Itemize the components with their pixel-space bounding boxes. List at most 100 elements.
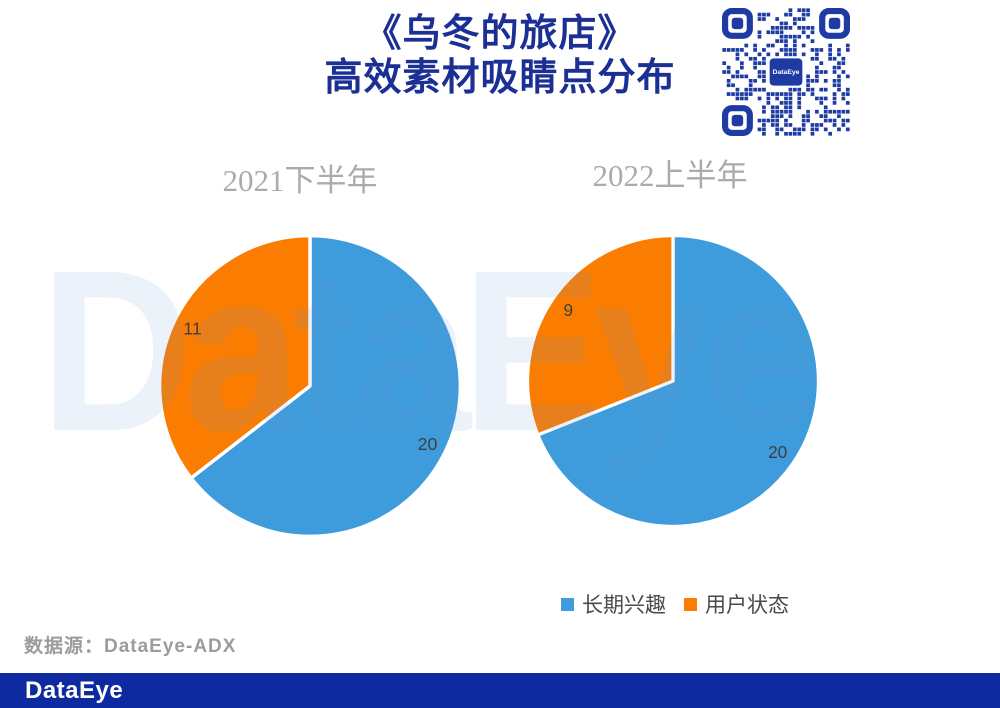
qr-module bbox=[806, 26, 810, 30]
qr-module bbox=[766, 96, 771, 101]
qr-module bbox=[731, 92, 735, 96]
qr-module bbox=[828, 52, 832, 57]
qr-module bbox=[845, 118, 850, 123]
qr-module bbox=[810, 48, 815, 52]
qr-module bbox=[748, 87, 753, 92]
qr-module bbox=[810, 39, 815, 43]
qr-module bbox=[837, 61, 841, 66]
qr-module bbox=[815, 123, 819, 127]
qr-module bbox=[823, 109, 828, 114]
qr-module bbox=[823, 78, 828, 83]
pie-slice-long-term-interest bbox=[189, 233, 463, 538]
qr-module bbox=[841, 92, 846, 96]
qr-module bbox=[788, 131, 793, 136]
pie-slice-user-status bbox=[157, 233, 312, 480]
qr-module bbox=[815, 48, 819, 52]
legend-item: 用户状态 bbox=[684, 589, 789, 619]
chart-legend: 长期兴趣 用户状态 bbox=[520, 589, 830, 619]
qr-module bbox=[788, 92, 793, 96]
qr-module bbox=[797, 8, 802, 13]
qr-module bbox=[726, 92, 731, 96]
qr-finder-inner bbox=[731, 17, 744, 30]
qr-module bbox=[788, 12, 793, 17]
qr-module bbox=[841, 118, 846, 123]
qr-module bbox=[806, 114, 810, 118]
qr-module bbox=[779, 127, 784, 132]
chart-title-2021-h2: 2021下半年 bbox=[222, 163, 378, 198]
pie-slice-long-term-interest bbox=[536, 233, 821, 529]
qr-module bbox=[775, 92, 780, 96]
qr-module bbox=[784, 123, 788, 127]
qr-module bbox=[762, 127, 766, 132]
qr-module bbox=[748, 56, 753, 61]
qr-module bbox=[722, 70, 727, 74]
qr-module bbox=[815, 74, 819, 79]
qr-module bbox=[757, 17, 762, 21]
qr-module bbox=[744, 52, 749, 57]
qr-finder-outer bbox=[722, 105, 753, 136]
qr-module bbox=[815, 78, 819, 83]
qr-module bbox=[810, 30, 815, 35]
qr-module bbox=[770, 123, 775, 127]
qr-module bbox=[797, 26, 802, 30]
qr-module bbox=[819, 48, 824, 52]
qr-module bbox=[735, 74, 740, 79]
qr-module bbox=[784, 109, 788, 114]
qr-finder-inner bbox=[828, 17, 841, 30]
qr-module bbox=[837, 48, 841, 52]
qr-module bbox=[792, 17, 797, 21]
qr-finder-inner bbox=[731, 114, 744, 127]
qr-module bbox=[841, 56, 846, 61]
qr-module bbox=[792, 34, 797, 39]
qr-module bbox=[770, 118, 775, 123]
pie-slice-label: 20 bbox=[418, 434, 438, 454]
qr-module bbox=[819, 87, 824, 92]
qr-module bbox=[784, 21, 788, 26]
qr-module bbox=[801, 30, 806, 35]
legend-label: 长期兴趣 bbox=[582, 593, 666, 617]
qr-module bbox=[832, 96, 837, 101]
qr-module bbox=[753, 48, 757, 52]
qr-module bbox=[797, 131, 802, 136]
qr-module bbox=[788, 48, 793, 52]
qr-module bbox=[801, 8, 806, 13]
qr-module bbox=[744, 96, 749, 101]
qr-module bbox=[845, 92, 850, 96]
qr-module bbox=[753, 65, 757, 70]
qr-module bbox=[740, 65, 744, 70]
qr-module bbox=[801, 26, 806, 30]
qr-module bbox=[775, 30, 780, 35]
qr-module bbox=[762, 123, 766, 127]
qr-module bbox=[740, 92, 744, 96]
qr-module bbox=[832, 56, 837, 61]
qr-module bbox=[766, 92, 771, 96]
qr-module bbox=[815, 65, 819, 70]
qr-module bbox=[735, 56, 740, 61]
qr-module bbox=[845, 43, 850, 48]
qr-module bbox=[722, 48, 727, 52]
qr-module bbox=[744, 87, 749, 92]
qr-module bbox=[810, 78, 815, 83]
qr-module bbox=[832, 109, 837, 114]
qr-module bbox=[740, 96, 744, 101]
qr-module bbox=[788, 96, 793, 101]
qr-module bbox=[845, 109, 850, 114]
qr-module bbox=[784, 92, 788, 96]
pie-slice-label: 9 bbox=[564, 300, 574, 320]
qr-module bbox=[731, 74, 735, 79]
qr-module bbox=[797, 92, 802, 96]
qr-module bbox=[735, 70, 740, 74]
qr-module bbox=[801, 17, 806, 21]
qr-module bbox=[815, 52, 819, 57]
qr-module bbox=[823, 87, 828, 92]
qr-module bbox=[762, 105, 766, 110]
qr-module bbox=[788, 8, 793, 13]
qr-module bbox=[726, 48, 731, 52]
qr-module bbox=[779, 101, 784, 105]
qr-module bbox=[823, 114, 828, 118]
qr-module bbox=[722, 61, 727, 66]
qr-module bbox=[770, 30, 775, 35]
qr-module bbox=[810, 26, 815, 30]
qr-module bbox=[740, 74, 744, 79]
